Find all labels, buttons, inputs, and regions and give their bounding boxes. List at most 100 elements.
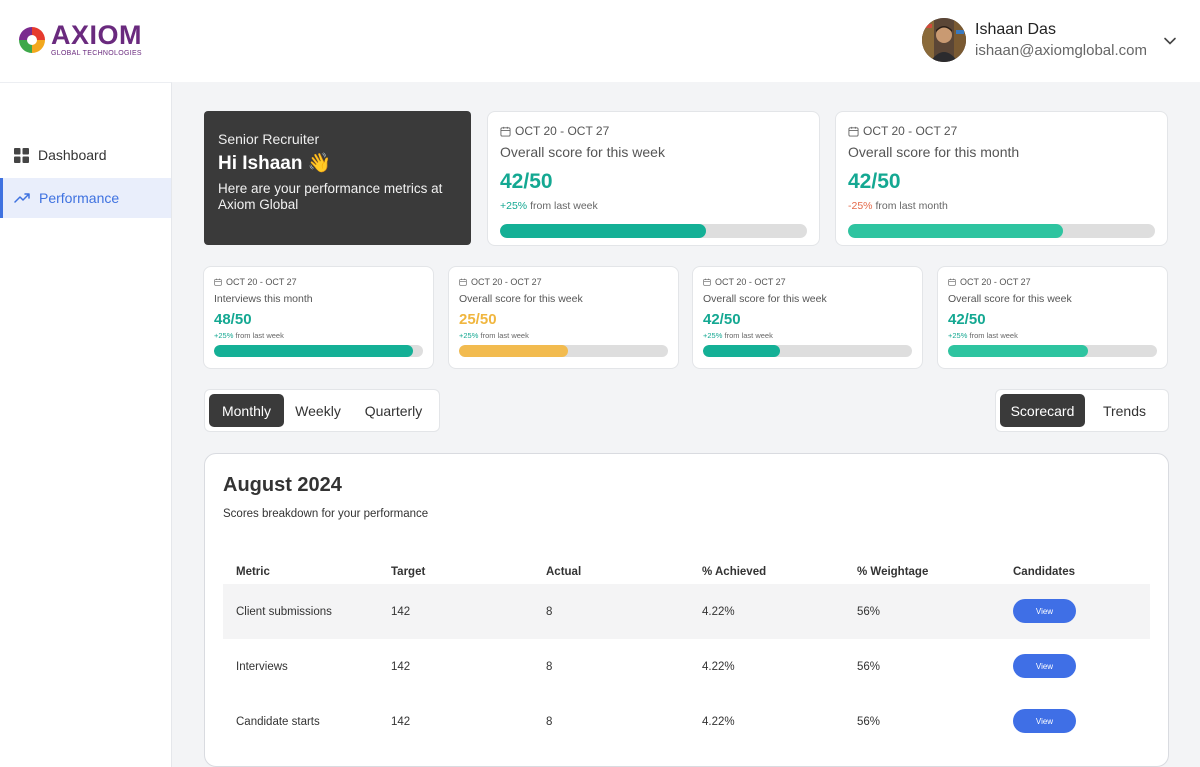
logo-tagline: GLOBAL TECHNOLOGIES [51,50,142,57]
summary-card-month: OCT 20 - OCT 27 Overall score for this m… [835,111,1168,246]
metric-label: Overall score for this week [500,144,665,160]
calendar-icon [703,278,711,286]
date-range: OCT 20 - OCT 27 [948,277,1157,287]
company-logo[interactable]: AXIOM GLOBAL TECHNOLOGIES [17,22,142,57]
date-range: OCT 20 - OCT 27 [214,277,423,287]
progress-bar [948,345,1157,357]
scorecard-panel: August 2024 Scores breakdown for your pe… [204,453,1169,767]
column-header: Candidates [1013,566,1075,578]
metric-score: 42/50 [848,170,901,193]
progress-bar [214,345,423,357]
actual-cell: 8 [546,605,553,618]
scorecard-title: August 2024 [223,474,342,496]
metric-cell: Interviews [236,660,288,673]
metric-delta: +25% from last week [500,200,598,212]
chevron-down-icon[interactable] [1163,34,1177,48]
user-role: Senior Recruiter [218,131,320,147]
avatar[interactable] [922,18,966,62]
target-cell: 142 [391,660,411,673]
metric-label: Overall score for this week [703,293,827,305]
weightage-cell: 56% [857,605,881,618]
metric-cell: Client submissions [236,605,332,618]
date-range: OCT 20 - OCT 27 [500,124,807,138]
progress-bar [459,345,668,357]
calendar-icon [948,278,956,286]
grid-icon [13,147,29,163]
actual-cell: 8 [546,660,553,673]
sidebar-item-performance[interactable]: Performance [0,178,171,218]
metric-score: 42/50 [703,311,741,328]
welcome-card: Senior Recruiter Hi Ishaan 👋 Here are yo… [204,111,471,245]
metric-label: Overall score for this week [948,293,1072,305]
tab-scorecard[interactable]: Scorecard [1000,394,1085,427]
top-header: AXIOM GLOBAL TECHNOLOGIES Ishaan Das ish… [0,0,1200,82]
achieved-cell: 4.22% [702,660,735,673]
user-menu[interactable]: Ishaan Das ishaan@axiomglobal.com [922,18,1147,62]
metric-delta: +25% from last week [459,331,529,340]
view-tabs: Scorecard Trends [995,389,1169,432]
calendar-icon [500,126,511,137]
tab-weekly[interactable]: Weekly [295,402,341,419]
progress-bar [703,345,912,357]
metric-delta: +25% from last week [948,331,1018,340]
date-range: OCT 20 - OCT 27 [703,277,912,287]
table-row: Interviews 142 8 4.22% 56% View [223,639,1150,694]
welcome-message: Here are your performance metrics at Axi… [218,181,443,213]
metric-score: 48/50 [214,311,252,328]
greeting: Hi Ishaan 👋 [218,153,332,174]
view-candidates-button[interactable]: View [1013,599,1076,623]
progress-fill [948,345,1089,357]
calendar-icon [214,278,222,286]
metric-score: 42/50 [948,311,986,328]
column-header: % Achieved [702,566,767,578]
calendar-icon [459,278,467,286]
calendar-icon [848,126,859,137]
sidebar-item-label: Dashboard [38,147,107,163]
table-row: Client submissions 142 8 4.22% 56% View [223,584,1150,639]
table-header: Metric Target Actual % Achieved % Weight… [223,560,1150,584]
metric-label: Overall score for this month [848,144,1020,160]
sidebar-item-dashboard[interactable]: Dashboard [0,135,171,175]
user-email: ishaan@axiomglobal.com [975,42,1147,59]
mini-card: OCT 20 - OCT 27 Overall score for this w… [448,266,679,369]
column-header: Actual [546,566,582,578]
metric-score: 25/50 [459,311,497,328]
progress-fill [848,224,1063,238]
progress-fill [459,345,568,357]
progress-fill [703,345,781,357]
actual-cell: 8 [546,715,553,728]
table-row: Candidate starts 142 8 4.22% 56% View [223,694,1150,749]
summary-card-week: OCT 20 - OCT 27 Overall score for this w… [487,111,820,246]
progress-fill [500,224,706,238]
metric-score: 42/50 [500,170,553,193]
column-header: Metric [236,566,270,578]
achieved-cell: 4.22% [702,605,735,618]
sidebar-item-label: Performance [39,190,120,206]
mini-card: OCT 20 - OCT 27 Overall score for this w… [692,266,923,369]
date-range: OCT 20 - OCT 27 [848,124,1155,138]
view-candidates-button[interactable]: View [1013,709,1076,733]
progress-bar [848,224,1155,238]
metric-label: Interviews this month [214,293,313,305]
metric-delta: -25% from last month [848,200,948,212]
column-header: Target [391,566,426,578]
tab-quarterly[interactable]: Quarterly [364,402,423,419]
tab-monthly[interactable]: Monthly [209,394,284,427]
target-cell: 142 [391,605,411,618]
scorecard-subtitle: Scores breakdown for your performance [223,508,429,520]
view-candidates-button[interactable]: View [1013,654,1076,678]
mini-card: OCT 20 - OCT 27 Overall score for this w… [937,266,1168,369]
metric-cell: Candidate starts [236,715,320,728]
trending-up-icon [14,190,30,206]
mini-card: OCT 20 - OCT 27 Interviews this month 48… [203,266,434,369]
user-name: Ishaan Das [975,21,1056,38]
tab-trends[interactable]: Trends [1102,402,1147,419]
sidebar: Dashboard Performance [0,82,172,767]
metric-delta: +25% from last week [214,331,284,340]
column-header: % Weightage [857,566,929,578]
metric-label: Overall score for this week [459,293,583,305]
weightage-cell: 56% [857,715,881,728]
main-content: Senior Recruiter Hi Ishaan 👋 Here are yo… [172,82,1200,767]
progress-bar [500,224,807,238]
achieved-cell: 4.22% [702,715,735,728]
